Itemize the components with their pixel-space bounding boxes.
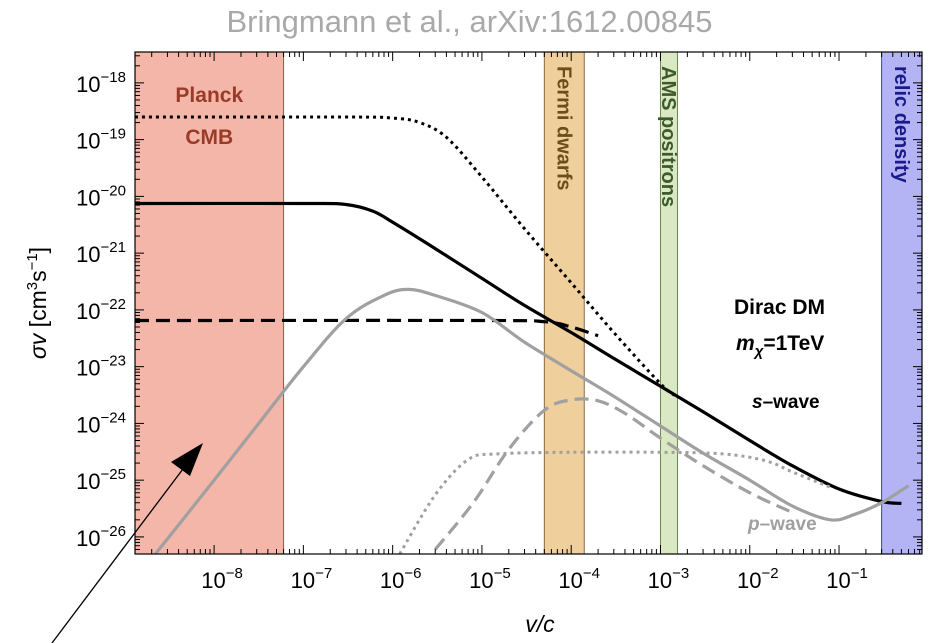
series-line-3: [154, 287, 910, 554]
band-label: AMS positrons: [657, 66, 679, 207]
p-wave-label: p–wave: [747, 514, 817, 535]
pointer-arrowhead: [171, 443, 203, 476]
s-wave-label: s–wave: [752, 392, 820, 413]
x-tick-label: 10−1: [826, 565, 868, 593]
plot-frame: [134, 51, 923, 555]
y-tick-label: 10−25: [76, 466, 126, 494]
bands-layer: [134, 51, 923, 555]
ticks-layer: 10−8 10−7 10−6 10−5 10−4 10−3 10−2 10−1 10−18 10−…: [76, 52, 922, 593]
band-label: Fermi dwarfs: [552, 66, 574, 190]
x-tick-label: 10−8: [201, 565, 243, 593]
x-tick-label: 10−6: [380, 565, 422, 593]
series-line-2: [135, 318, 599, 338]
x-tick-label: 10−4: [558, 565, 600, 593]
series-line-5: [398, 450, 831, 554]
band-label-line: Planck: [175, 84, 243, 107]
y-tick-label: 10−19: [76, 126, 126, 154]
band-label-line: CMB: [185, 126, 233, 149]
y-axis-label: σv [cm3s−1]: [24, 247, 51, 359]
band-0: [134, 51, 285, 555]
series-line-4: [433, 397, 793, 551]
y-tick-label: 10−23: [76, 353, 126, 381]
x-tick-label: 10−3: [648, 565, 690, 593]
dirac-dm-label: Dirac DM: [734, 296, 825, 319]
x-axis-label: v/c: [525, 611, 555, 637]
x-tick-label: 10−2: [737, 565, 779, 593]
mass-label: mχ=1TeV: [736, 332, 824, 360]
y-tick-label: 10−26: [76, 523, 126, 551]
x-tick-label: 10−7: [291, 565, 333, 593]
series-line-1: [135, 201, 902, 505]
curves-layer: [135, 115, 910, 554]
series-line-0: [135, 115, 678, 398]
y-tick-label: 10−22: [76, 296, 126, 324]
y-tick-label: 10−24: [76, 409, 126, 437]
x-tick-label: 10−5: [469, 565, 511, 593]
y-tick-label: 10−18: [76, 69, 126, 97]
chart-title: Bringmann et al., arXiv:1612.00845: [226, 4, 713, 39]
pointer-arrow: [51, 448, 199, 643]
band-labels-layer: Planck CMB Fermi dwarfs AMS positrons relic …: [175, 66, 911, 207]
y-tick-label: 10−20: [76, 182, 126, 210]
band-label: relic density: [890, 66, 912, 184]
y-tick-label: 10−21: [76, 239, 126, 267]
